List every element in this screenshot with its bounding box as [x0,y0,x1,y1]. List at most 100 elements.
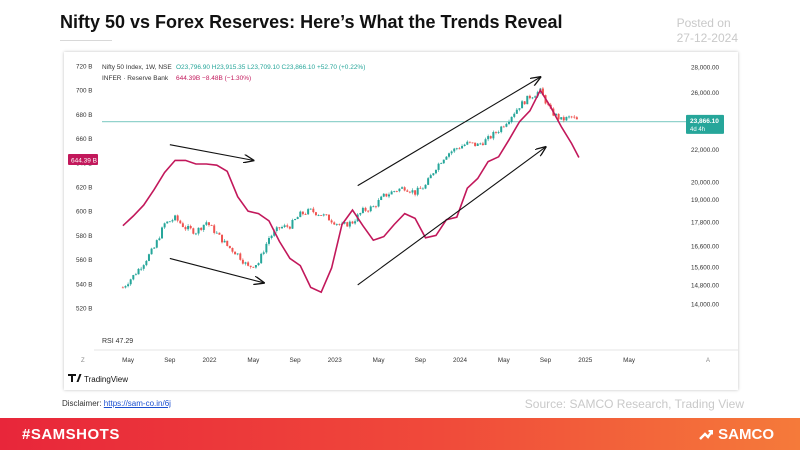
nifty-candle-body [479,143,482,145]
nifty-candle-body [351,221,354,224]
legend-infer-value: 644.39B −8.48B (−1.30%) [176,75,251,82]
nifty-candle-body [528,95,531,99]
left-axis-tick-label: 680 B [76,112,92,119]
nifty-candle-body [257,263,260,266]
nifty-candle-body [265,243,268,253]
x-axis-tick-label: Sep [415,357,427,364]
nifty-candle-body [241,259,244,264]
nifty-candle-body [374,206,377,208]
right-axis-tick-label: 14,800.00 [691,283,720,290]
trend-arrow [357,147,546,286]
nifty-candle-body [145,260,148,266]
nifty-candle-body [121,287,124,289]
nifty-candle-body [343,222,346,224]
tradingview-label: TradingView [84,375,128,384]
x-axis-start-label: Z [81,358,85,364]
nifty-candle-body [411,190,414,193]
x-axis-tick-label: 2024 [453,357,468,364]
nifty-candle-body [489,136,492,139]
nifty-candle-body [134,274,137,276]
nifty-candle-body [346,222,349,227]
nifty-candle-body [461,146,464,149]
nifty-candle-body [385,193,388,197]
nifty-candle-body [270,235,273,239]
nifty-candle-body [448,153,451,157]
left-axis-tick-label: 600 B [76,209,92,216]
nifty-candle-body [429,175,432,179]
nifty-candle-body [153,247,156,249]
nifty-candle-body [380,196,383,200]
right-axis-tick-label: 17,800.00 [691,220,720,227]
nifty-candle-body [474,142,477,146]
brand-name: SAMCO [718,426,774,443]
nifty-candle-body [137,268,140,275]
footer-bar: #SAMSHOTS SAMCO [0,418,800,450]
nifty-candle-body [531,97,534,99]
trend-arrows [169,77,546,286]
nifty-candle-body [278,227,281,229]
nifty-candle-body [494,131,497,133]
nifty-candle-body [166,221,169,224]
nifty-candle-body [359,212,362,215]
nifty-candle-body [354,221,357,224]
nifty-candle-body [226,240,229,246]
nifty-candle-body [247,262,250,266]
nifty-candle-body [554,113,557,116]
nifty-candle-body [395,191,398,192]
disclaimer: Disclaimer: https://sam-co.in/6j [62,399,171,408]
x-axis-tick-label: May [247,357,260,364]
nifty-candle-body [231,248,234,252]
nifty-candle-body [327,214,330,221]
right-axis-tick-label: 16,600.00 [691,243,720,250]
nifty-candle-body [179,220,182,224]
left-axis-tick-label: 580 B [76,233,92,240]
nifty-candle-body [361,207,364,213]
nifty-candle-body [455,148,458,150]
nifty-candle-body [518,108,521,110]
nifty-candle-body [132,275,135,280]
nifty-candle-body [189,225,192,229]
x-axis-tick-label: May [373,357,386,364]
nifty-candle-body [406,190,409,192]
nifty-candle-body [510,116,513,122]
nifty-candle-body [560,117,563,120]
nifty-candle-body [317,215,320,216]
right-axis-tick-label: 14,000.00 [691,302,720,309]
left-axis-tick-label: 540 B [76,281,92,288]
current-price-badge: 23,866.10 4d 4h [686,114,724,134]
nifty-candle-body [450,151,453,154]
nifty-candle-body [335,223,338,225]
x-axis-tick-label: Sep [540,357,552,364]
nifty-candle-body [466,141,469,145]
legend-infer-title: INFER · Reserve Bank [102,75,169,82]
trend-arrow [169,257,264,282]
nifty-candle-body [500,126,503,133]
nifty-candle-body [440,163,443,165]
nifty-candle-body [463,144,466,147]
nifty-candle-body [207,222,210,226]
nifty-candle-body [424,184,427,189]
nifty-candle-body [221,234,224,243]
nifty-candle-body [218,232,221,235]
posted-date: 27-12-2024 [676,31,738,45]
nifty-candle-body [262,252,265,254]
nifty-candle-body [562,117,565,121]
title-divider [60,40,112,41]
nifty-candle-body [401,187,404,189]
hashtag-label: #SAMSHOTS [22,426,120,443]
nifty-candle-body [348,221,351,227]
nifty-candle-body [223,240,226,243]
disclaimer-link[interactable]: https://sam-co.in/6j [103,399,171,408]
nifty-candle-body [508,121,511,124]
nifty-candle-body [275,227,278,232]
right-axis-tick-label: 22,000.00 [691,147,720,154]
nifty-candle-body [398,188,401,192]
nifty-candle-body [288,226,291,229]
plot-background [102,60,676,314]
nifty-candle-body [369,206,372,212]
x-axis-tick-label: Sep [164,357,176,364]
nifty-candle-body [393,191,396,192]
nifty-candle-body [239,253,242,260]
